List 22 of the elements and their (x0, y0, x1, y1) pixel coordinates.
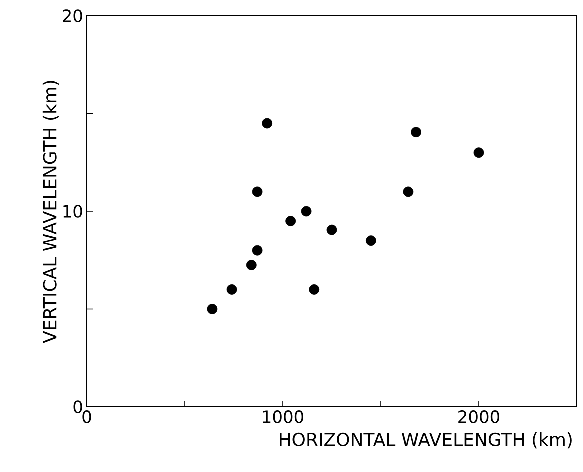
x-axis-title: HORIZONTAL WAVELENGTH (km) (280, 432, 572, 449)
x-tick-label: 2000 (458, 410, 500, 424)
point (226, 284, 238, 295)
point (366, 236, 376, 246)
y-axis-title: VERTICAL WAVELENGTH (km) (42, 81, 59, 344)
x-tick-label: 0 (82, 410, 92, 424)
point (246, 260, 257, 270)
y-tick-label: 20 (63, 10, 82, 22)
point (252, 245, 263, 256)
point (207, 304, 218, 314)
point (403, 186, 414, 198)
point (411, 127, 422, 138)
x-tick-label: 1000 (263, 410, 304, 424)
y-tick-label: 10 (64, 205, 82, 218)
point (474, 148, 484, 158)
point (309, 284, 320, 295)
point (326, 224, 338, 236)
y-tick-label: 0 (74, 400, 82, 414)
point (286, 216, 296, 226)
point (262, 118, 273, 129)
point (252, 186, 263, 198)
point (301, 206, 312, 217)
